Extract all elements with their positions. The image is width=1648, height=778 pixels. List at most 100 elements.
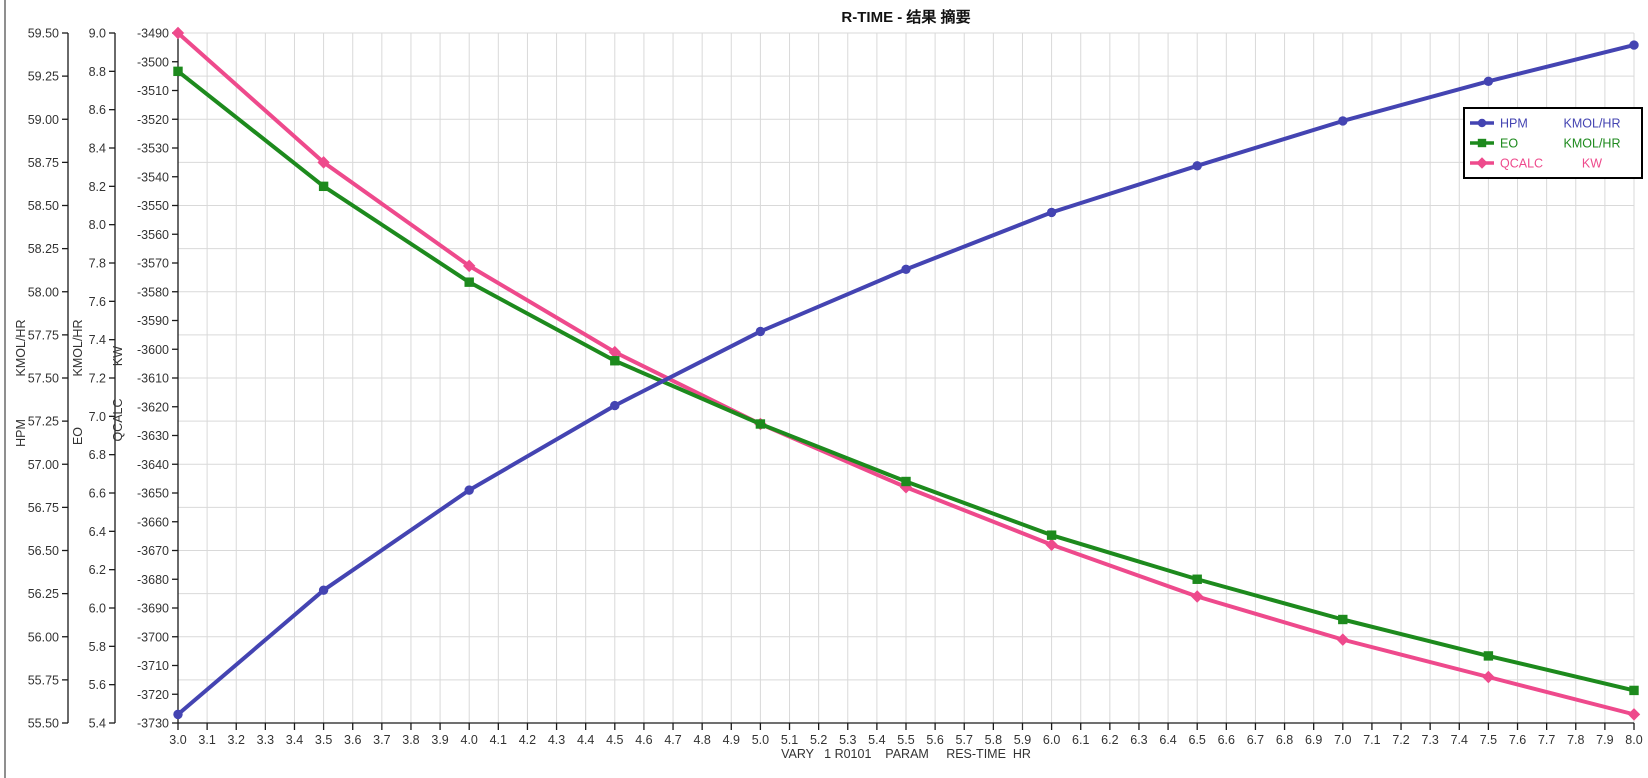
x-axis-tick-label: 6.5 — [1189, 733, 1206, 747]
x-axis-tick-label: 4.8 — [693, 733, 710, 747]
x-axis-tick-label: 5.2 — [810, 733, 827, 747]
y-axis-eo-tick-label: 8.4 — [89, 142, 106, 156]
y-axis-qcalc-tick-label: -3680 — [137, 573, 169, 587]
y-axis-eo-tick-label: 7.8 — [89, 257, 106, 271]
series-eo-marker — [464, 277, 474, 287]
x-axis-tick-label: 5.4 — [868, 733, 885, 747]
x-axis-tick-label: 3.2 — [228, 733, 245, 747]
y-axis-eo-tick-label: 8.8 — [89, 65, 106, 79]
legend-hpm-marker — [1477, 118, 1487, 128]
y-axis-eo-unit-label: KMOL/HR — [71, 320, 85, 377]
y-axis-eo-tick-label: 7.4 — [89, 333, 106, 347]
series-qcalc-marker — [1627, 708, 1641, 721]
series-qcalc-marker — [171, 26, 185, 40]
y-axis-hpm-tick-label: 55.75 — [28, 673, 59, 687]
y-axis-hpm-tick-label: 59.50 — [28, 27, 59, 41]
x-axis-tick-label: 5.1 — [781, 733, 798, 747]
y-axis-qcalc-tick-label: -3580 — [137, 285, 169, 299]
series-hpm-marker — [901, 264, 911, 275]
y-axis-hpm-tick-label: 55.50 — [28, 717, 59, 731]
series-eo-marker — [318, 181, 329, 192]
y-axis-qcalc-tick-label: -3670 — [137, 544, 169, 558]
x-axis-tick-label: 4.0 — [461, 733, 478, 747]
x-axis-tick-label: 5.6 — [926, 733, 943, 747]
series-hpm-marker — [1046, 207, 1057, 218]
y-axis-qcalc-tick-label: -3710 — [137, 659, 169, 673]
window-left-border — [4, 0, 6, 778]
series-qcalc-marker — [608, 345, 621, 359]
y-axis-hpm-tick-label: 56.75 — [28, 501, 59, 515]
series-qcalc-marker — [1482, 670, 1495, 684]
x-axis-tick-label: 7.0 — [1334, 733, 1351, 747]
x-axis-tick-label: 7.5 — [1480, 733, 1497, 747]
y-axis-eo-tick-label: 8.6 — [89, 103, 106, 117]
x-axis-tick-label: 3.0 — [169, 733, 186, 747]
y-axis-hpm-name-label: HPM — [14, 419, 28, 447]
x-axis-tick-label: 5.7 — [956, 733, 973, 747]
y-axis-hpm-tick-label: 56.25 — [28, 587, 59, 601]
y-axis-qcalc-tick-label: -3550 — [137, 199, 169, 213]
legend-hpm-label: HPM — [1500, 117, 1528, 131]
y-axis-eo-tick-label: 7.6 — [89, 295, 106, 309]
legend-eo-marker — [1477, 138, 1487, 148]
x-axis-tick-label: 6.0 — [1043, 733, 1060, 747]
y-axis-eo-tick-label: 8.0 — [89, 218, 106, 232]
series-eo-marker — [901, 476, 911, 487]
series-eo-marker — [755, 419, 766, 429]
x-axis-tick-label: 3.4 — [286, 733, 303, 747]
y-axis-qcalc-tick-label: -3540 — [137, 170, 169, 184]
y-axis-eo-tick-label: 7.0 — [89, 410, 106, 424]
series-eo-marker — [1192, 574, 1202, 584]
x-axis-tick-label: 3.5 — [315, 733, 332, 747]
legend-eo-label: EO — [1500, 137, 1518, 151]
series-hpm — [173, 40, 1639, 720]
series-hpm-marker — [1192, 161, 1202, 171]
series-eo-marker — [610, 356, 620, 366]
y-axis-qcalc-tick-label: -3590 — [137, 314, 169, 328]
x-axis-tick-label: 7.4 — [1451, 733, 1468, 747]
x-axis-tick-label: 8.0 — [1625, 733, 1642, 747]
y-axis-qcalc-tick-label: -3570 — [137, 257, 169, 271]
series-hpm-marker — [1483, 76, 1494, 87]
x-axis-tick-label: 6.3 — [1130, 733, 1147, 747]
x-axis-tick-label: 7.6 — [1509, 733, 1526, 747]
x-axis-tick-label: 3.3 — [257, 733, 274, 747]
x-axis-tick-label: 5.3 — [839, 733, 856, 747]
y-axis-hpm: 59.50 59.25 59.00 58.75 58.50 58.25 58.00 57.75… — [14, 27, 69, 731]
x-axis-tick-label: 7.7 — [1538, 733, 1555, 747]
legend: HPM KMOL/HR EO KMOL/HR QCALC KW — [1463, 107, 1643, 179]
x-axis-tick-label: 3.8 — [402, 733, 419, 747]
legend-hpm-unit: KMOL/HR — [1564, 117, 1621, 131]
series-hpm-marker — [1338, 116, 1348, 126]
y-axis-qcalc-tick-label: -3520 — [137, 113, 169, 127]
x-axis-tick-label: 6.6 — [1218, 733, 1235, 747]
x-axis-tick-label: 7.2 — [1392, 733, 1409, 747]
y-axis-qcalc-tick-label: -3660 — [137, 515, 169, 529]
y-axis-eo-tick-label: 5.6 — [89, 678, 106, 692]
y-axis-qcalc-name-label: QCALC — [111, 398, 125, 441]
y-axis-hpm-tick-label: 59.25 — [28, 70, 59, 84]
x-axis-title: VARY 1 R0101 PARAM RES-TIME HR — [781, 747, 1031, 761]
y-axis-hpm-tick-label: 57.50 — [28, 372, 59, 386]
x-axis: 3.0 3.1 3.2 3.3 3.4 3.5 3.6 3.7 3.8 3.9 4.0 4.1 4.2 4… — [169, 722, 1643, 747]
series-hpm-marker — [318, 585, 329, 595]
y-axis-hpm-unit-label: KMOL/HR — [14, 320, 28, 377]
x-axis-tick-label: 4.1 — [490, 733, 507, 747]
legend-item-hpm: HPM KMOL/HR — [1470, 117, 1620, 131]
chart-title: R-TIME - 结果 摘要 — [841, 9, 971, 26]
x-axis-tick-label: 5.0 — [752, 733, 769, 747]
series-hpm-marker — [464, 485, 474, 495]
series-eo-marker — [173, 66, 183, 77]
x-axis-tick-label: 6.8 — [1276, 733, 1293, 747]
legend-qcalc-label: QCALC — [1500, 157, 1543, 171]
series-eo-marker — [1046, 530, 1057, 540]
x-axis-tick-label: 6.4 — [1159, 733, 1176, 747]
x-axis-tick-label: 4.9 — [723, 733, 740, 747]
x-axis-tick-label: 5.8 — [985, 733, 1002, 747]
series-eo — [173, 66, 1639, 696]
x-axis-tick-label: 4.2 — [519, 733, 536, 747]
y-axis-hpm-tick-label: 58.50 — [28, 199, 59, 213]
x-axis-tick-label: 4.3 — [548, 733, 565, 747]
